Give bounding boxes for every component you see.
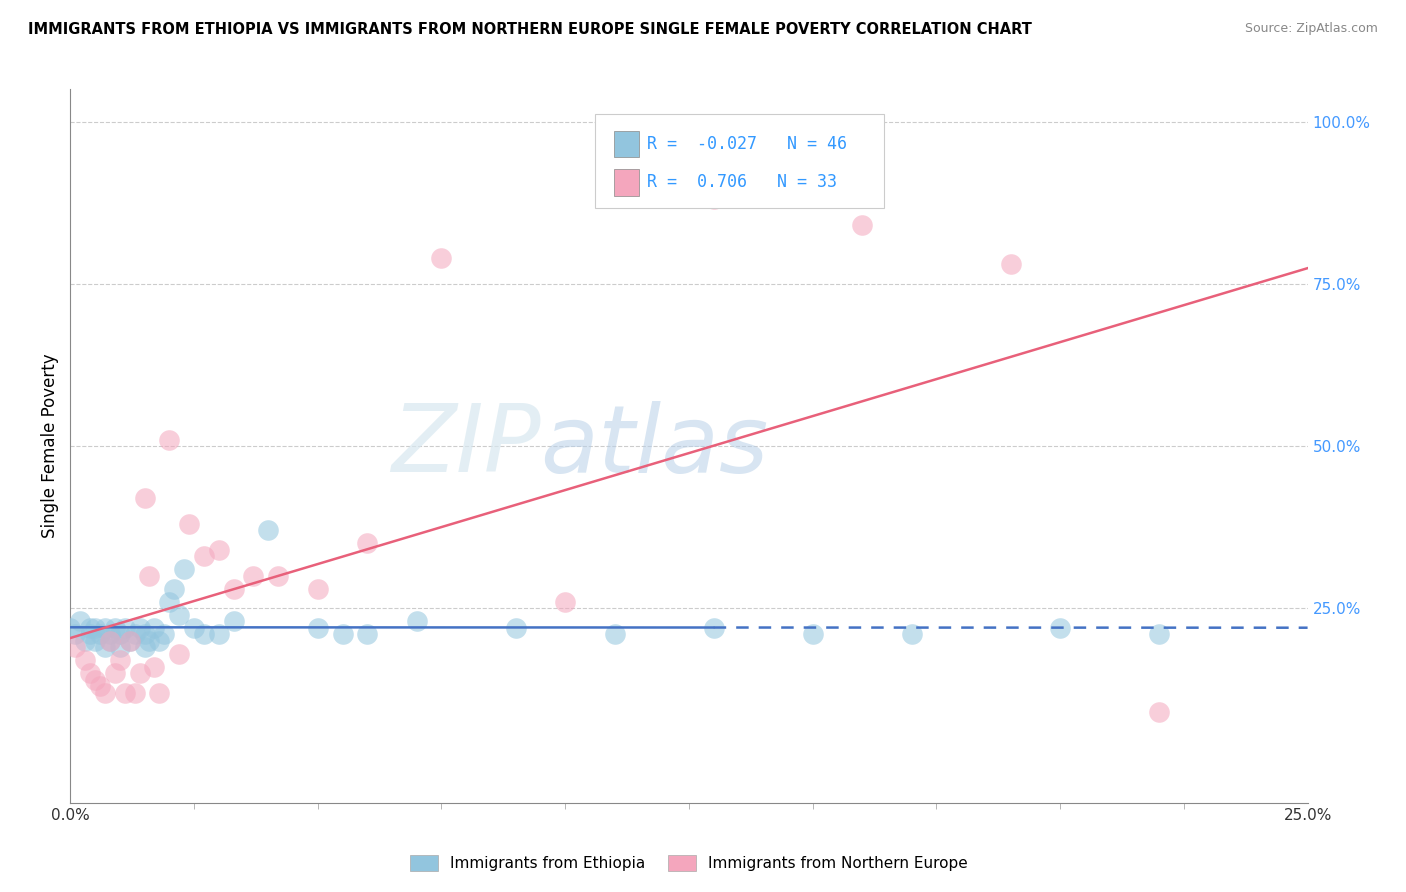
- Point: [98, 633, 121, 648]
- Point: [134, 640, 156, 654]
- Y-axis label: Single Female Poverty: Single Female Poverty: [41, 354, 59, 538]
- Point: [128, 666, 150, 681]
- Point: [148, 685, 170, 699]
- Point: [124, 685, 146, 699]
- Point: [79, 666, 101, 681]
- Point: [430, 251, 453, 265]
- Point: [222, 614, 245, 628]
- Point: [98, 627, 121, 641]
- Point: [89, 679, 111, 693]
- Point: [104, 621, 127, 635]
- Point: [94, 640, 117, 654]
- Point: [1049, 621, 1071, 635]
- Point: [128, 621, 150, 635]
- Point: [177, 516, 200, 531]
- Point: [59, 621, 82, 635]
- Text: R =  -0.027   N = 46: R = -0.027 N = 46: [647, 135, 848, 153]
- Point: [157, 595, 180, 609]
- Point: [108, 640, 131, 654]
- Point: [1000, 257, 1022, 271]
- Point: [118, 633, 141, 648]
- Point: [94, 685, 117, 699]
- Point: [157, 433, 180, 447]
- Point: [900, 627, 922, 641]
- Text: R =  0.706   N = 33: R = 0.706 N = 33: [647, 173, 838, 191]
- Point: [108, 627, 131, 641]
- Point: [134, 491, 156, 505]
- Point: [193, 627, 215, 641]
- Point: [75, 653, 97, 667]
- Point: [138, 633, 160, 648]
- Point: [257, 524, 280, 538]
- Point: [332, 627, 354, 641]
- Point: [208, 627, 231, 641]
- Point: [89, 627, 111, 641]
- Point: [143, 621, 166, 635]
- Point: [1147, 627, 1170, 641]
- Point: [193, 549, 215, 564]
- Point: [134, 627, 156, 641]
- Legend: Immigrants from Ethiopia, Immigrants from Northern Europe: Immigrants from Ethiopia, Immigrants fro…: [404, 849, 974, 877]
- Text: ZIP: ZIP: [391, 401, 540, 491]
- Point: [167, 647, 190, 661]
- Point: [153, 627, 176, 641]
- Point: [84, 673, 107, 687]
- Point: [307, 582, 329, 596]
- Point: [94, 621, 117, 635]
- Point: [143, 659, 166, 673]
- Point: [167, 607, 190, 622]
- Point: [79, 621, 101, 635]
- Point: [703, 193, 725, 207]
- Point: [65, 640, 87, 654]
- Point: [208, 542, 231, 557]
- Point: [75, 633, 97, 648]
- Text: Source: ZipAtlas.com: Source: ZipAtlas.com: [1244, 22, 1378, 36]
- Point: [138, 568, 160, 582]
- Point: [173, 562, 195, 576]
- Point: [267, 568, 290, 582]
- Point: [108, 653, 131, 667]
- Point: [163, 582, 186, 596]
- Point: [801, 627, 824, 641]
- Point: [505, 621, 527, 635]
- Point: [603, 627, 626, 641]
- Point: [118, 633, 141, 648]
- Point: [242, 568, 264, 582]
- Text: atlas: atlas: [540, 401, 769, 491]
- Point: [703, 621, 725, 635]
- Point: [98, 633, 121, 648]
- Point: [851, 219, 873, 233]
- Point: [79, 627, 101, 641]
- Point: [104, 666, 127, 681]
- Point: [69, 614, 91, 628]
- Point: [1147, 705, 1170, 719]
- Point: [114, 621, 136, 635]
- Point: [84, 633, 107, 648]
- Point: [356, 536, 378, 550]
- Point: [114, 685, 136, 699]
- Point: [84, 621, 107, 635]
- Point: [124, 627, 146, 641]
- Point: [183, 621, 205, 635]
- Point: [222, 582, 245, 596]
- Point: [65, 627, 87, 641]
- Point: [405, 614, 427, 628]
- Point: [307, 621, 329, 635]
- Point: [554, 595, 576, 609]
- Text: IMMIGRANTS FROM ETHIOPIA VS IMMIGRANTS FROM NORTHERN EUROPE SINGLE FEMALE POVERT: IMMIGRANTS FROM ETHIOPIA VS IMMIGRANTS F…: [28, 22, 1032, 37]
- Point: [148, 633, 170, 648]
- Point: [356, 627, 378, 641]
